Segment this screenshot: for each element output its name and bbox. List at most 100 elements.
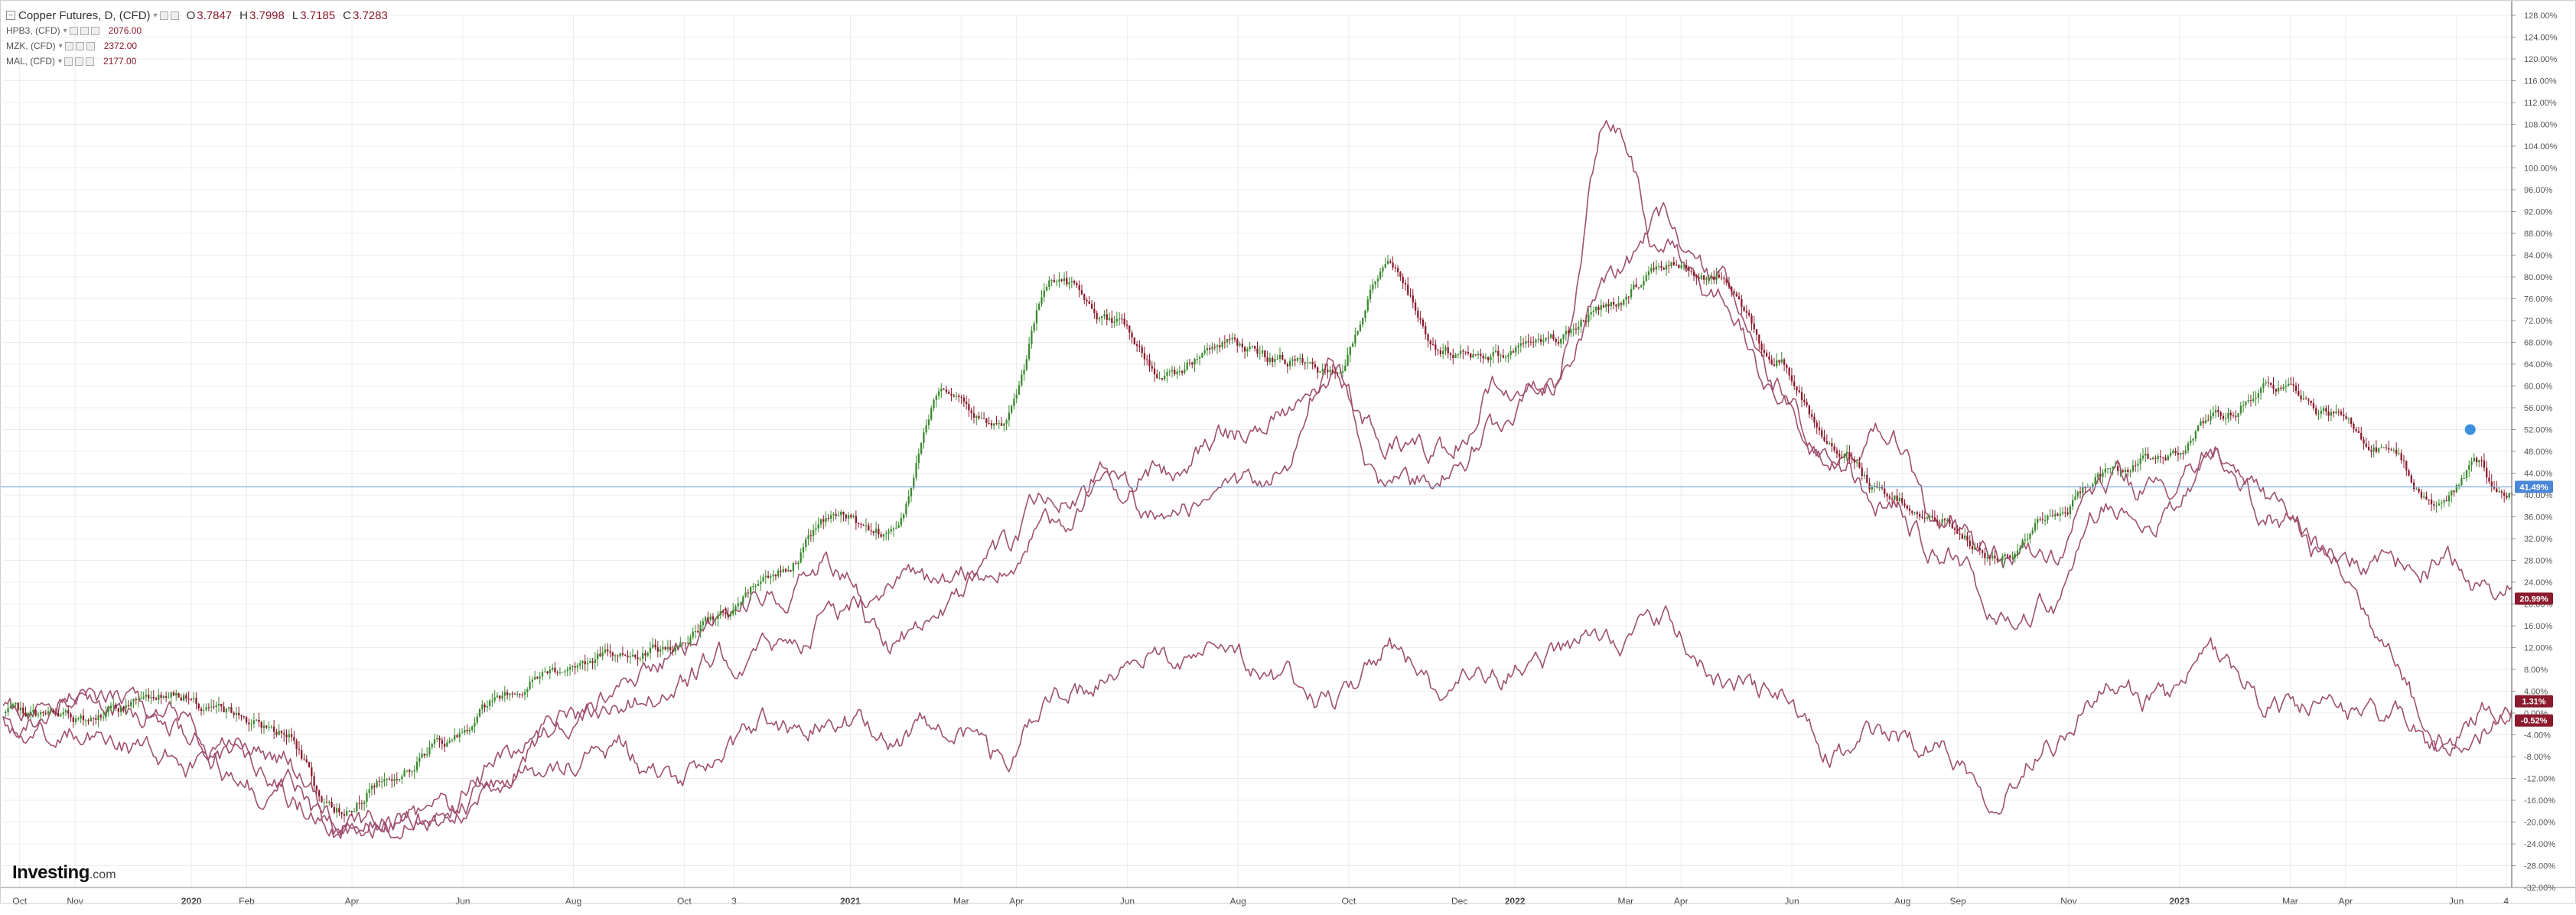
- x-tick-label: Jun: [2449, 896, 2464, 907]
- candle-body: [1236, 339, 1239, 346]
- candle-body: [1509, 351, 1512, 355]
- candle-body: [2275, 389, 2277, 392]
- close-icon[interactable]: [90, 26, 99, 35]
- candle-body: [1419, 317, 1422, 320]
- candle-body: [1268, 357, 1272, 363]
- chevron-down-icon[interactable]: ▾: [63, 26, 67, 35]
- candle-body: [431, 744, 433, 747]
- candle-body: [1362, 317, 1364, 325]
- hide-icon[interactable]: [75, 57, 84, 66]
- candle-body: [1168, 371, 1171, 373]
- candle-body: [105, 711, 107, 718]
- candle-body: [1578, 326, 1580, 330]
- y-tick-label: 120.00%: [2524, 55, 2558, 64]
- candle-body: [1998, 560, 2001, 562]
- x-tick-label: Sep: [1949, 896, 1966, 907]
- candle-body: [1705, 278, 1708, 280]
- x-tick-label: 3: [731, 896, 737, 907]
- y-tick-label: 88.00%: [2524, 230, 2553, 239]
- candle-body: [1231, 337, 1233, 340]
- candle-body: [852, 516, 855, 518]
- candle-body: [1063, 278, 1066, 282]
- candle-body: [1226, 339, 1229, 343]
- candle-body: [546, 671, 549, 674]
- candle-body: [1539, 338, 1542, 342]
- hide-icon[interactable]: [75, 41, 84, 50]
- candle-body: [829, 515, 832, 519]
- candle-body: [887, 531, 890, 534]
- x-tick-label: Oct: [677, 896, 692, 907]
- candle-body: [907, 496, 910, 504]
- candle-body: [280, 731, 283, 734]
- candle-body: [2149, 458, 2151, 460]
- candle-body: [203, 710, 205, 711]
- logo-text: Investing: [12, 862, 90, 883]
- candle-body: [762, 577, 764, 581]
- candle-body: [170, 692, 172, 698]
- candle-body: [1823, 436, 1825, 441]
- settings-icon[interactable]: [69, 26, 78, 35]
- collapse-icon[interactable]: −: [6, 11, 15, 20]
- candle-body: [1833, 446, 1835, 451]
- investing-logo: Investing.com: [12, 862, 116, 884]
- candle-body: [2127, 469, 2129, 472]
- candle-body: [195, 698, 197, 704]
- candle-body: [1123, 318, 1125, 325]
- candle-body: [2333, 412, 2335, 414]
- close-icon[interactable]: [86, 41, 95, 50]
- candle-body: [1178, 371, 1181, 373]
- chevron-down-icon[interactable]: ▾: [153, 11, 158, 20]
- candle-body: [388, 779, 391, 780]
- settings-icon[interactable]: [64, 41, 73, 50]
- candle-body: [1444, 347, 1447, 351]
- candle-body: [1838, 453, 1841, 457]
- chevron-down-icon[interactable]: ▾: [58, 41, 63, 50]
- settings-icon[interactable]: [64, 57, 73, 66]
- candle-body: [1994, 555, 1996, 558]
- candle-body: [1894, 495, 1896, 500]
- candle-body: [1356, 331, 1359, 335]
- settings-icon[interactable]: [159, 11, 168, 20]
- candle-body: [340, 812, 343, 815]
- candle-body: [937, 391, 940, 396]
- candle-body: [2378, 448, 2380, 452]
- candle-body: [1884, 488, 1886, 494]
- candle-body: [2310, 400, 2312, 403]
- candle-body: [2066, 513, 2069, 515]
- candle-body: [2151, 458, 2154, 460]
- candle-body: [727, 614, 729, 617]
- candle-body: [328, 802, 331, 803]
- candle-body: [674, 647, 676, 652]
- close-icon[interactable]: [86, 57, 95, 66]
- candle-body: [910, 487, 913, 497]
- candle-body: [95, 718, 97, 720]
- candle-body: [1871, 487, 1874, 490]
- candle-body: [1627, 296, 1630, 298]
- candle-body: [704, 617, 707, 622]
- candle-body: [1961, 534, 1964, 539]
- candle-body: [840, 512, 842, 516]
- candle-body: [1449, 353, 1452, 356]
- x-tick-label: Oct: [1342, 896, 1356, 907]
- candle-body: [2245, 401, 2247, 405]
- candle-body: [734, 606, 737, 611]
- candle-body: [2307, 399, 2310, 401]
- candle-body: [1259, 353, 1261, 354]
- candle-body: [2370, 450, 2372, 452]
- chevron-down-icon[interactable]: ▾: [58, 57, 63, 66]
- candle-body: [200, 708, 203, 711]
- candle-body: [634, 654, 637, 658]
- candle-body: [197, 703, 200, 709]
- candle-body: [22, 707, 24, 714]
- candle-body: [2252, 399, 2255, 402]
- candle-body: [1043, 290, 1045, 298]
- hide-icon[interactable]: [80, 26, 89, 35]
- candle-body: [2443, 500, 2445, 503]
- symbol-value: 2177.00: [103, 56, 137, 67]
- candle-body: [2210, 415, 2212, 421]
- candle-body: [1211, 347, 1213, 350]
- x-tick-label: Apr: [1009, 896, 1024, 907]
- hide-icon[interactable]: [170, 11, 179, 20]
